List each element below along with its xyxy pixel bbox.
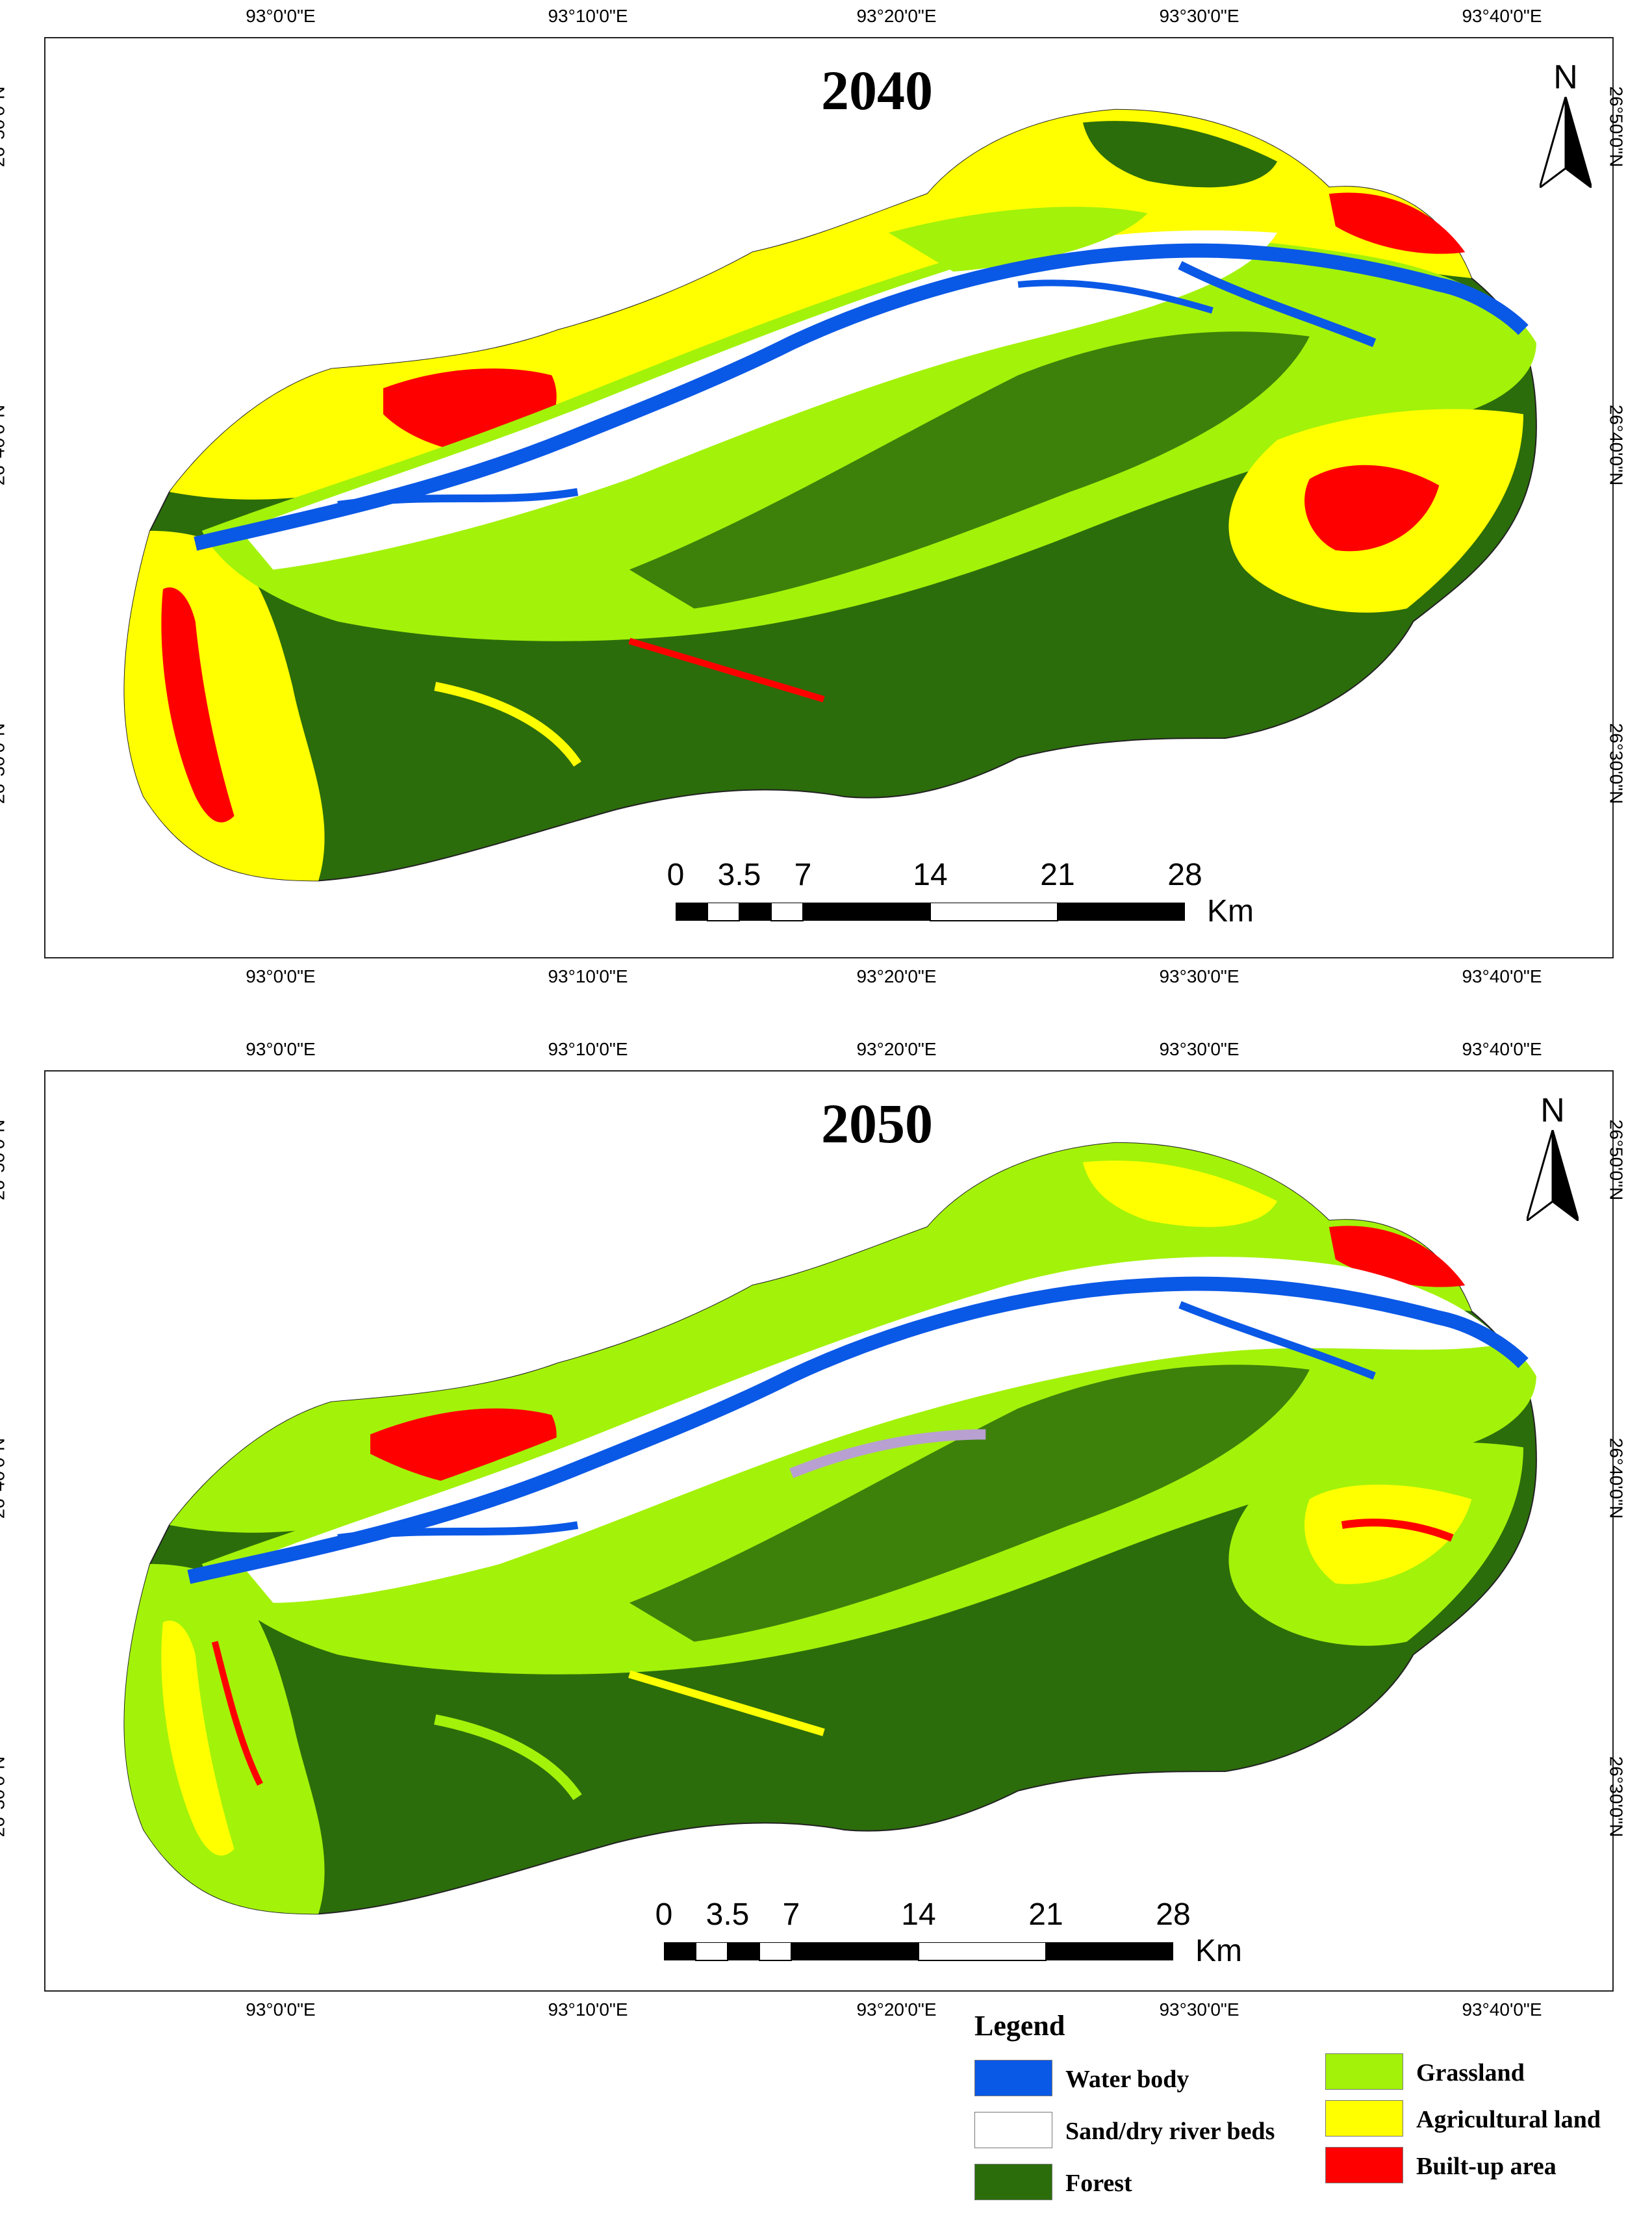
scale-tick-label: 21: [1028, 1897, 1063, 1932]
legend: Legend Water body Sand/dry river beds Fo…: [968, 2009, 1631, 2217]
lat-label-left: 26°30'0"N: [0, 1756, 8, 1838]
lat-label-right: 26°50'0"N: [1606, 1119, 1627, 1201]
lon-label-top: 93°10'0"E: [548, 6, 628, 26]
scale-tick-label: 7: [782, 1897, 800, 1932]
scale-tick-label: 3.5: [705, 1897, 750, 1932]
map-panel-2050: 2050 93°0'0"E 93°10'0"E 93°20'0"E 93°30'…: [0, 1039, 1626, 2020]
legend-swatch: [1325, 2100, 1403, 2137]
lon-label-bottom: 93°0'0"E: [246, 966, 316, 986]
north-arrow: N: [1540, 58, 1592, 188]
panel-title-2050: 2050: [821, 1092, 933, 1155]
north-arrow-icon: [1527, 1130, 1579, 1221]
lon-label-bottom: 93°40'0"E: [1462, 966, 1542, 986]
legend-title: Legend: [974, 2010, 1065, 2042]
lon-label-top: 93°20'0"E: [856, 1039, 937, 1059]
legend-label: Water body: [1065, 2066, 1189, 2093]
lon-label-bottom: 93°40'0"E: [1462, 1999, 1542, 2020]
scale-bar-graphic: [664, 1942, 1173, 1961]
legend-swatch: [1325, 2053, 1403, 2090]
lon-label-top: 93°30'0"E: [1159, 1039, 1239, 1059]
legend-item-sand: Sand/dry river beds: [974, 2112, 1299, 2151]
north-arrow: N: [1527, 1091, 1579, 1221]
lat-label-left: 26°50'0"N: [0, 1119, 8, 1201]
legend-item-grassland: Grassland: [1325, 2053, 1624, 2092]
lon-label-top: 93°0'0"E: [246, 1039, 316, 1059]
scale-tick-label: 3.5: [717, 858, 761, 892]
lat-label-right: 26°50'0"N: [1606, 86, 1627, 168]
lat-label-left: 26°40'0"N: [0, 1437, 8, 1519]
scale-bar: 0 3.5 7 14 21 28 Km: [655, 1897, 1254, 1975]
lon-label-bottom: 93°30'0"E: [1159, 1999, 1239, 2020]
legend-label: Agricultural land: [1416, 2106, 1601, 2133]
scale-tick-label: 21: [1040, 858, 1075, 892]
lon-label-bottom: 93°0'0"E: [246, 1999, 316, 2020]
lon-label-bottom: 93°10'0"E: [548, 1999, 628, 2020]
scale-tick-label: 28: [1167, 858, 1202, 892]
scale-tick-label: 14: [913, 858, 948, 892]
scale-bar: 0 3.5 7 14 21 28 Km: [667, 857, 1265, 935]
land-cover-map-2050: [123, 1142, 1537, 1915]
scale-tick-label: 0: [667, 858, 685, 892]
scale-unit: Km: [1195, 1934, 1242, 1968]
legend-swatch: [974, 2112, 1052, 2148]
lat-label-right: 26°30'0"N: [1606, 1756, 1627, 1838]
scale-tick-label: 0: [655, 1897, 673, 1932]
legend-label: Sand/dry river beds: [1065, 2118, 1275, 2145]
lon-label-bottom: 93°30'0"E: [1159, 966, 1239, 986]
legend-item-forest: Forest: [974, 2164, 1299, 2203]
lat-label-left: 26°50'0"N: [0, 86, 8, 168]
lat-label-right: 26°40'0"N: [1606, 1437, 1627, 1519]
north-label: N: [1553, 58, 1578, 96]
lon-label-top: 93°40'0"E: [1462, 1039, 1542, 1059]
lat-label-left: 26°40'0"N: [0, 404, 8, 486]
legend-swatch: [1325, 2147, 1403, 2183]
legend-label: Grassland: [1416, 2059, 1525, 2086]
lon-label-top: 93°20'0"E: [856, 6, 937, 26]
scale-bar-graphic: [676, 903, 1185, 921]
legend-label: Forest: [1065, 2170, 1132, 2197]
scale-unit: Km: [1207, 894, 1254, 929]
panel-title-2040: 2040: [821, 59, 933, 122]
lon-label-top: 93°30'0"E: [1159, 6, 1239, 26]
legend-item-agricultural-land: Agricultural land: [1325, 2100, 1624, 2139]
lon-label-bottom: 93°20'0"E: [856, 966, 937, 986]
lon-label-bottom: 93°10'0"E: [548, 966, 628, 986]
legend-item-built-up-area: Built-up area: [1325, 2147, 1624, 2186]
scale-tick-label: 7: [794, 858, 812, 892]
map-panel-2040: 2040 93°0'0"E 93°10'0"E 93°20'0"E 93°30'…: [0, 6, 1626, 986]
legend-swatch: [974, 2164, 1052, 2200]
lon-label-top: 93°10'0"E: [548, 1039, 628, 1059]
lon-label-top: 93°40'0"E: [1462, 6, 1542, 26]
scale-tick-label: 28: [1156, 1897, 1191, 1932]
legend-label: Built-up area: [1416, 2153, 1557, 2180]
land-cover-map-2040: [123, 109, 1537, 882]
legend-item-water-body: Water body: [974, 2060, 1299, 2099]
north-arrow-icon: [1540, 97, 1592, 188]
scale-tick-label: 14: [901, 1897, 936, 1932]
lat-label-right: 26°30'0"N: [1606, 723, 1627, 804]
lon-label-bottom: 93°20'0"E: [856, 1999, 937, 2020]
legend-swatch: [974, 2060, 1052, 2096]
lon-label-top: 93°0'0"E: [246, 6, 316, 26]
north-label: N: [1540, 1092, 1565, 1129]
lat-label-right: 26°40'0"N: [1606, 404, 1627, 486]
lat-label-left: 26°30'0"N: [0, 723, 8, 804]
